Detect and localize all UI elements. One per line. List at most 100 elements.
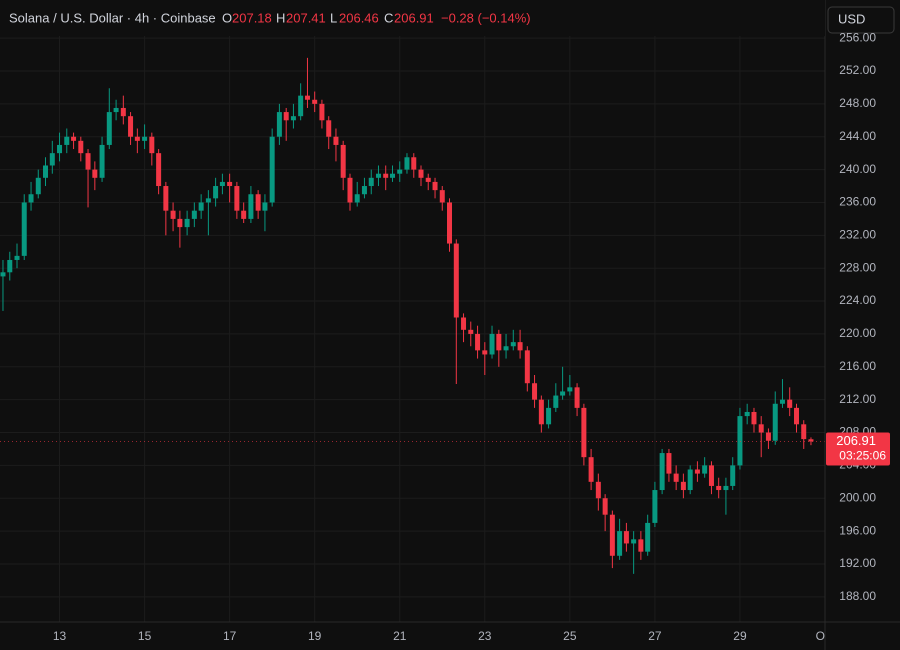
body (631, 539, 637, 544)
body (652, 490, 658, 523)
body (99, 144, 105, 178)
body (234, 186, 240, 211)
body (744, 411, 750, 417)
price-label-bg (826, 432, 890, 466)
body (808, 439, 814, 442)
body (128, 116, 134, 137)
low-label: L (330, 10, 337, 25)
y-tick-label: 216.00 (839, 359, 876, 373)
body (673, 473, 679, 482)
body (510, 342, 516, 347)
body (517, 342, 523, 351)
body (687, 469, 693, 491)
body (779, 399, 785, 404)
body (730, 465, 736, 486)
body (213, 186, 219, 199)
open-value: 207.18 (232, 10, 272, 25)
body (227, 181, 233, 187)
body (354, 194, 360, 203)
x-tick-label: 23 (478, 629, 492, 643)
y-tick-label: 200.00 (839, 490, 876, 504)
body (255, 194, 261, 211)
body (142, 136, 148, 141)
y-tick-label: 256.00 (839, 30, 876, 44)
x-tick-label: 21 (393, 629, 407, 643)
y-tick-label: 244.00 (839, 129, 876, 143)
y-tick-label: 252.00 (839, 63, 876, 77)
body (219, 181, 225, 187)
y-tick-label: 224.00 (839, 293, 876, 307)
body (801, 424, 807, 440)
body (163, 186, 169, 211)
body (276, 112, 282, 137)
body (475, 333, 481, 351)
currency[interactable]: USD (838, 11, 865, 26)
y-tick-label: 192.00 (839, 556, 876, 570)
body (347, 177, 353, 203)
body (319, 103, 325, 121)
body (156, 153, 162, 187)
body (383, 173, 389, 178)
body (149, 136, 155, 154)
body (617, 531, 623, 556)
body (368, 177, 374, 187)
body (503, 346, 509, 351)
body (49, 153, 55, 166)
body (737, 416, 743, 466)
y-tick-label: 188.00 (839, 589, 876, 603)
body (134, 136, 140, 141)
body (57, 144, 63, 154)
body (71, 136, 77, 141)
body (489, 333, 495, 355)
body (538, 399, 544, 425)
body (290, 116, 296, 121)
low-value: 206.46 (339, 10, 379, 25)
x-tick-label: 19 (308, 629, 322, 643)
x-tick-label: O (816, 629, 825, 643)
body (312, 99, 318, 104)
body (14, 255, 20, 260)
body (418, 169, 424, 178)
body (581, 407, 587, 458)
body (92, 169, 98, 178)
body (560, 391, 566, 396)
body (170, 210, 176, 219)
body (43, 165, 49, 178)
body (269, 136, 275, 203)
body (765, 432, 771, 441)
axes: 188.00192.00196.00200.00204.00208.00212.… (53, 30, 890, 643)
body (602, 498, 608, 515)
x-tick-label: 27 (648, 629, 662, 643)
body (298, 95, 304, 117)
body (425, 177, 431, 182)
body (645, 522, 651, 552)
body (198, 202, 204, 211)
body (326, 120, 332, 137)
body (35, 177, 41, 195)
body (85, 153, 91, 170)
candles (0, 57, 825, 574)
body (659, 453, 665, 491)
header-bg (0, 0, 825, 36)
currency-button[interactable] (827, 6, 895, 34)
body (553, 395, 559, 408)
body (716, 485, 722, 491)
price-label: 206.91 (836, 433, 876, 448)
body (184, 218, 190, 228)
body (532, 383, 538, 400)
body (120, 107, 126, 117)
body (694, 469, 700, 474)
body (772, 403, 778, 441)
body (708, 465, 714, 486)
body (177, 218, 183, 228)
body (546, 407, 552, 425)
body (241, 210, 247, 219)
body (248, 194, 254, 219)
body (446, 202, 452, 244)
body (680, 481, 686, 491)
body (340, 144, 346, 178)
body (333, 136, 339, 145)
body (751, 411, 757, 425)
